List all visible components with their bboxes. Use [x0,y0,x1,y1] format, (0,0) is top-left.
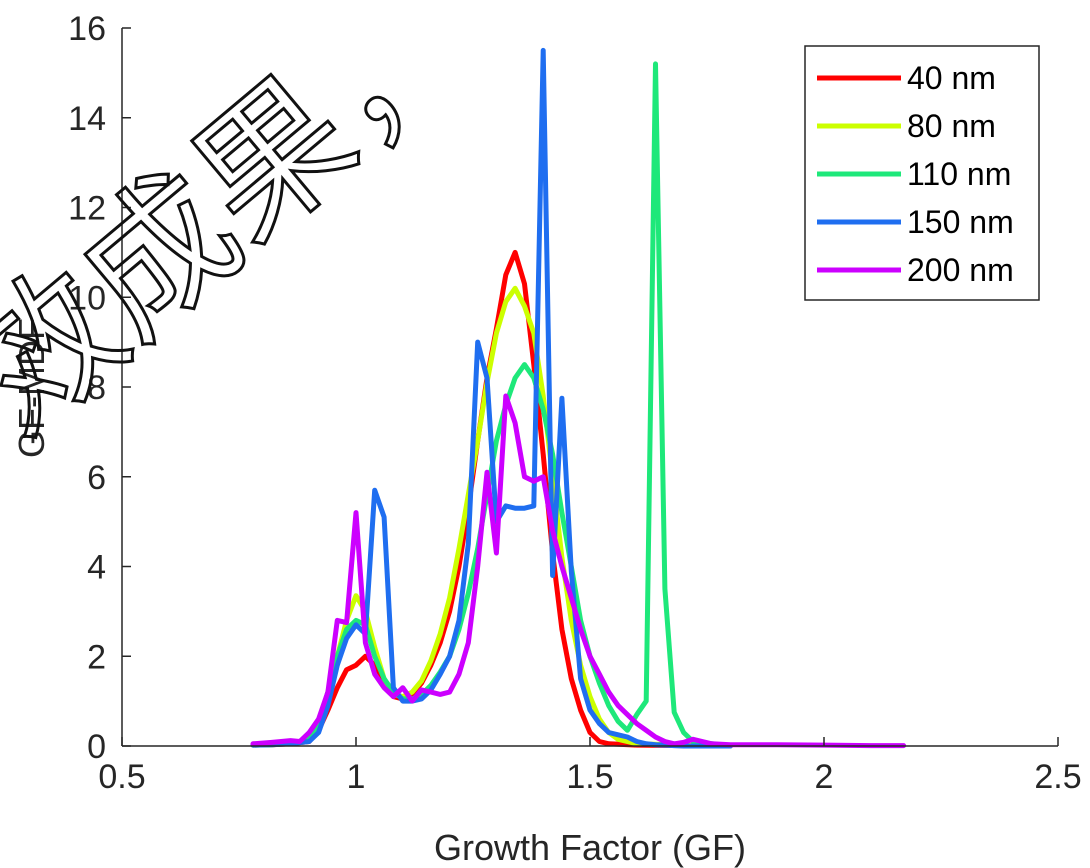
y-tick-label: 6 [87,459,106,497]
legend-entry: 80 nm [907,108,996,144]
y-tick-label: 14 [68,100,106,138]
x-tick-label: 1 [347,758,366,796]
legend-entry: 110 nm [907,156,1011,192]
watermark: 效成果， [0,0,503,468]
legend-entry: 40 nm [907,60,996,96]
x-axis-title: Growth Factor (GF) [434,827,746,868]
y-tick-label: 0 [87,728,106,766]
legend: 40 nm 80 nm 110 nm 150 nm 200 nm [805,46,1039,300]
y-tick-label: 2 [87,638,106,676]
y-tick-label: 16 [68,10,106,48]
x-tick-label: 1.5 [566,758,613,796]
legend-entry: 150 nm [907,204,1014,240]
x-tick-label: 2.5 [1034,758,1081,796]
x-tick-label: 2 [815,758,834,796]
series-line-200-nm [253,396,904,746]
y-tick-label: 4 [87,549,106,587]
legend-entry: 200 nm [907,252,1014,288]
